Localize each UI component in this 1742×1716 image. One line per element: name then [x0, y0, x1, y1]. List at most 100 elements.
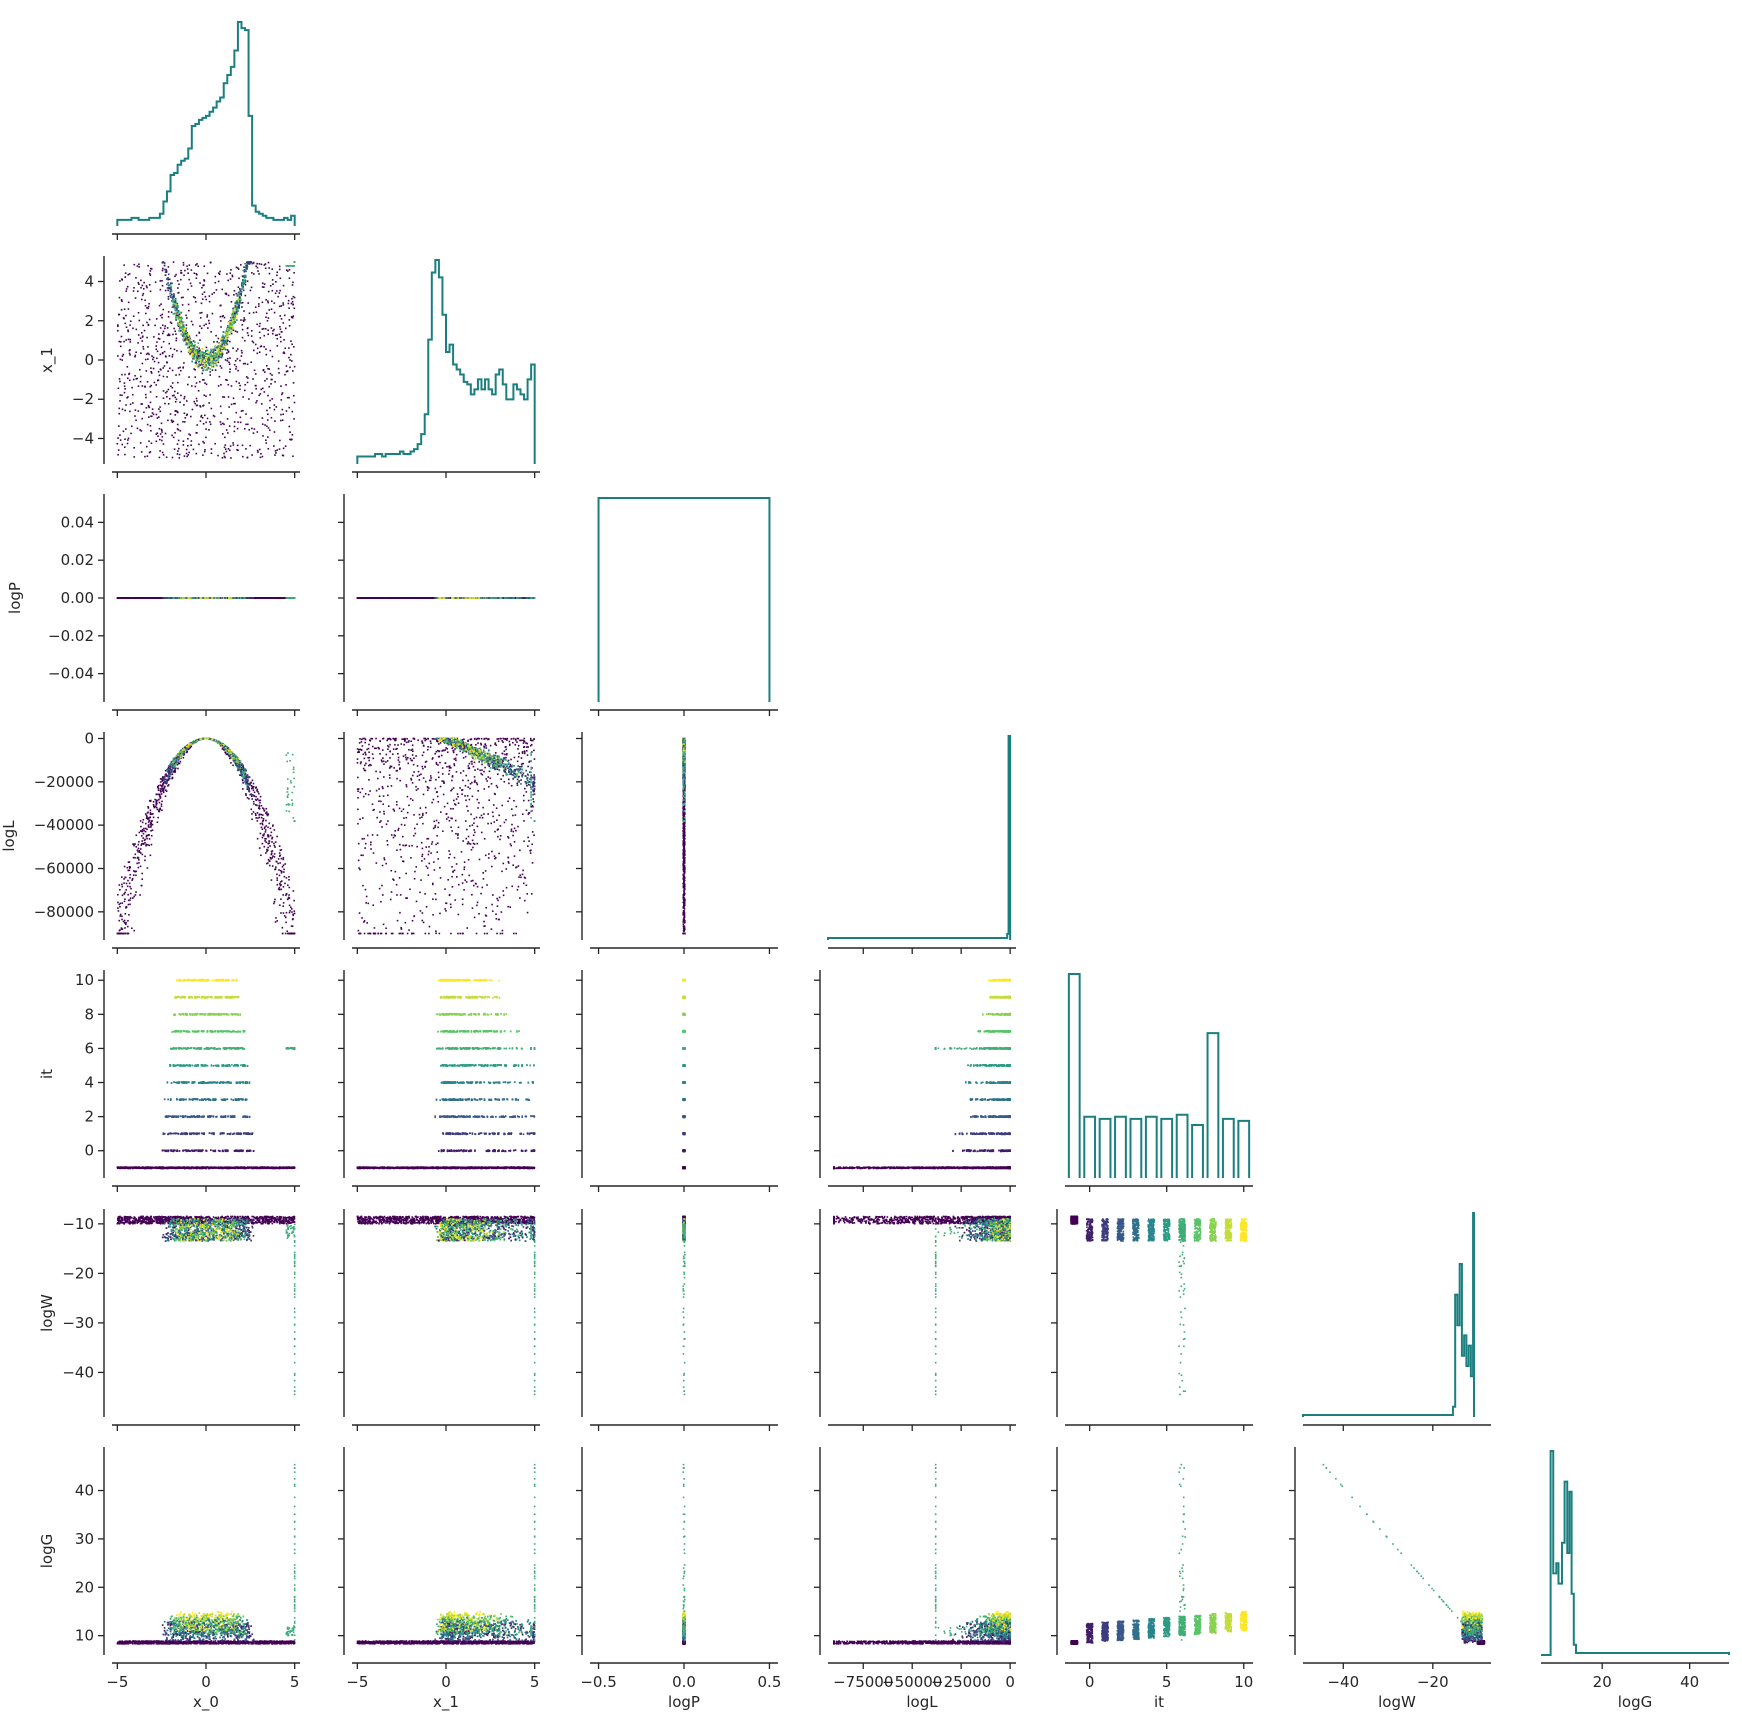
- scatter-point: [168, 274, 170, 276]
- scatter-point: [140, 352, 142, 354]
- scatter-point: [265, 328, 267, 330]
- scatter-point: [140, 337, 142, 339]
- scatter-point: [118, 341, 120, 343]
- scatter-point: [282, 302, 284, 304]
- scatter-point: [280, 385, 282, 387]
- scatter-point: [205, 323, 207, 325]
- scatter-point: [146, 407, 148, 409]
- scatter-point: [138, 282, 140, 284]
- scatter-point: [228, 362, 230, 364]
- scatter-point: [292, 455, 294, 457]
- scatter-point: [173, 328, 175, 330]
- scatter-point: [118, 408, 120, 410]
- scatter-point: [220, 421, 222, 423]
- scatter-point: [293, 395, 295, 397]
- scatter-point: [155, 384, 157, 386]
- scatter-point: [160, 289, 162, 291]
- scatter-point: [134, 375, 136, 377]
- scatter-point: [169, 398, 171, 400]
- scatter-point: [155, 348, 157, 350]
- scatter-point: [117, 443, 119, 445]
- scatter-point: [122, 409, 124, 411]
- scatter-point: [205, 422, 207, 424]
- scatter-point: [242, 324, 244, 326]
- scatter-point: [229, 357, 231, 359]
- scatter-point: [224, 437, 226, 439]
- scatter-point: [177, 382, 179, 384]
- scatter-point: [209, 421, 211, 423]
- scatter-point: [203, 405, 205, 407]
- scatter-point: [222, 457, 224, 459]
- scatter-point: [276, 275, 278, 277]
- scatter-point: [190, 416, 192, 418]
- scatter-point: [293, 418, 295, 420]
- scatter-point: [180, 279, 182, 281]
- scatter-point: [133, 447, 135, 449]
- scatter-point: [267, 320, 269, 322]
- scatter-point: [135, 419, 137, 421]
- scatter-point: [285, 328, 287, 330]
- scatter-point: [262, 423, 264, 425]
- scatter-point: [144, 300, 146, 302]
- scatter-point: [221, 289, 223, 291]
- scatter-point: [228, 396, 230, 398]
- scatter-point: [148, 306, 150, 308]
- scatter-point: [146, 322, 148, 324]
- scatter-point: [177, 280, 179, 282]
- scatter-point: [196, 398, 198, 400]
- scatter-point: [227, 418, 229, 420]
- scatter-point: [144, 330, 146, 332]
- scatter-point: [271, 417, 273, 419]
- scatter-point: [127, 330, 129, 332]
- scatter-point: [185, 417, 187, 419]
- scatter-point: [219, 273, 221, 275]
- scatter-point: [188, 433, 190, 435]
- scatter-point: [270, 350, 272, 352]
- scatter-point: [127, 439, 129, 441]
- scatter-point: [256, 311, 258, 313]
- scatter-point: [232, 347, 234, 349]
- scatter-point: [236, 381, 238, 383]
- scatter-point: [177, 428, 179, 430]
- scatter-point: [127, 274, 129, 276]
- scatter-point: [209, 394, 211, 396]
- scatter-point: [230, 457, 232, 459]
- scatter-point: [268, 317, 270, 319]
- scatter-point: [143, 282, 145, 284]
- scatter-point: [236, 350, 238, 352]
- scatter-point: [190, 444, 192, 446]
- scatter-point: [280, 399, 282, 401]
- scatter-point: [146, 337, 148, 339]
- scatter-point: [293, 382, 295, 384]
- scatter-point: [218, 362, 220, 364]
- scatter-point: [182, 421, 184, 423]
- scatter-point: [132, 402, 134, 404]
- scatter-point: [174, 275, 176, 277]
- scatter-point: [289, 431, 291, 433]
- scatter-point: [264, 371, 266, 373]
- scatter-point: [149, 319, 151, 321]
- scatter-point: [150, 425, 152, 427]
- scatter-point: [177, 453, 179, 455]
- scatter-point: [288, 426, 290, 428]
- scatter-point: [156, 318, 158, 320]
- scatter-point: [203, 325, 205, 327]
- scatter-point: [294, 307, 296, 309]
- scatter-point: [249, 312, 251, 314]
- scatter-point: [292, 304, 294, 306]
- scatter-point: [188, 452, 190, 454]
- scatter-point: [125, 272, 127, 274]
- scatter-point: [162, 452, 164, 454]
- scatter-point: [199, 282, 201, 284]
- scatter-point: [172, 354, 174, 356]
- scatter-point: [285, 445, 287, 447]
- scatter-point: [215, 276, 217, 278]
- scatter-point: [140, 376, 142, 378]
- scatter-point: [242, 445, 244, 447]
- scatter-point: [241, 355, 243, 357]
- scatter-point: [201, 303, 203, 305]
- scatter-point: [281, 394, 283, 396]
- scatter-point: [275, 452, 277, 454]
- scatter-point: [172, 387, 174, 389]
- scatter-point: [231, 404, 233, 406]
